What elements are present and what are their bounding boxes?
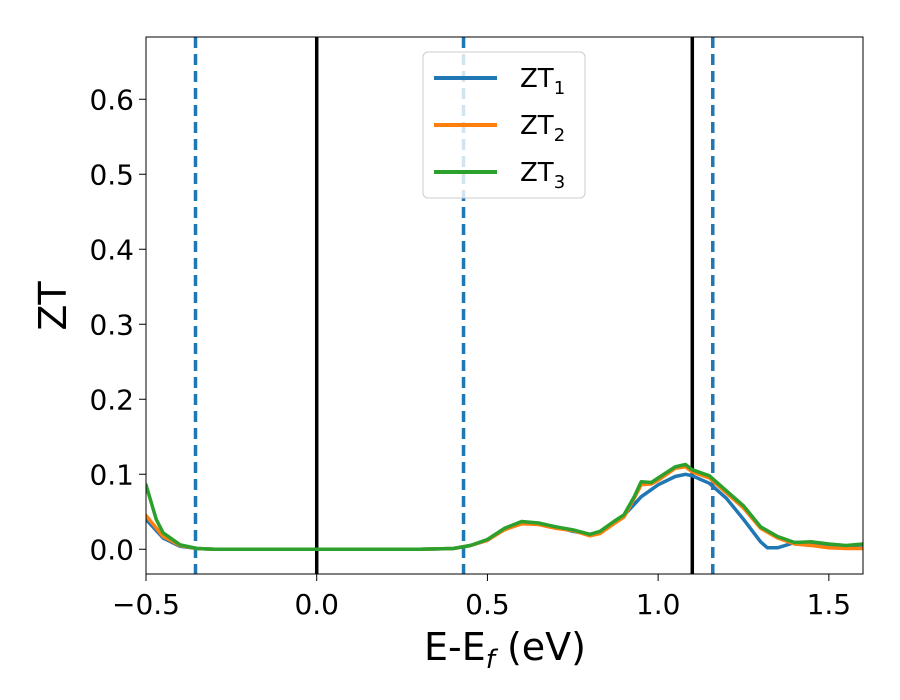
x-tick-label: 1.0	[636, 588, 681, 621]
series-lines	[146, 462, 863, 552]
x-tick-label: 0.0	[294, 588, 339, 621]
x-tick-label: 1.5	[807, 588, 852, 621]
y-axis-title: ZT	[31, 281, 75, 331]
series-line-zt3	[146, 462, 863, 552]
reference-lines	[193, 37, 715, 574]
y-tick-label: 0.2	[89, 383, 134, 416]
legend-label-zt2: ZT2	[520, 111, 565, 146]
y-axis-ticks: 0.0 0.1 0.2 0.3 0.4 0.5 0.6	[89, 83, 146, 566]
x-tick-label: 0.5	[465, 588, 510, 621]
y-tick-label: 0.5	[89, 158, 134, 191]
legend-label-zt1: ZT1	[520, 64, 565, 99]
legend-box	[422, 51, 586, 199]
y-tick-label: 0.6	[89, 83, 134, 116]
x-axis-ticks: −0.5 0.0 0.5 1.0 1.5	[112, 574, 851, 621]
y-tick-label: 0.3	[89, 308, 134, 341]
y-tick-label: 0.0	[89, 533, 134, 566]
legend-label-zt3: ZT3	[520, 158, 565, 193]
legend: ZT1 ZT2 ZT3	[422, 51, 586, 199]
x-axis-title: E-Ef (eV)	[424, 625, 586, 675]
y-tick-label: 0.4	[89, 233, 134, 266]
plot-frame	[145, 36, 864, 575]
y-tick-label: 0.1	[89, 458, 134, 491]
x-tick-label: −0.5	[112, 588, 180, 621]
